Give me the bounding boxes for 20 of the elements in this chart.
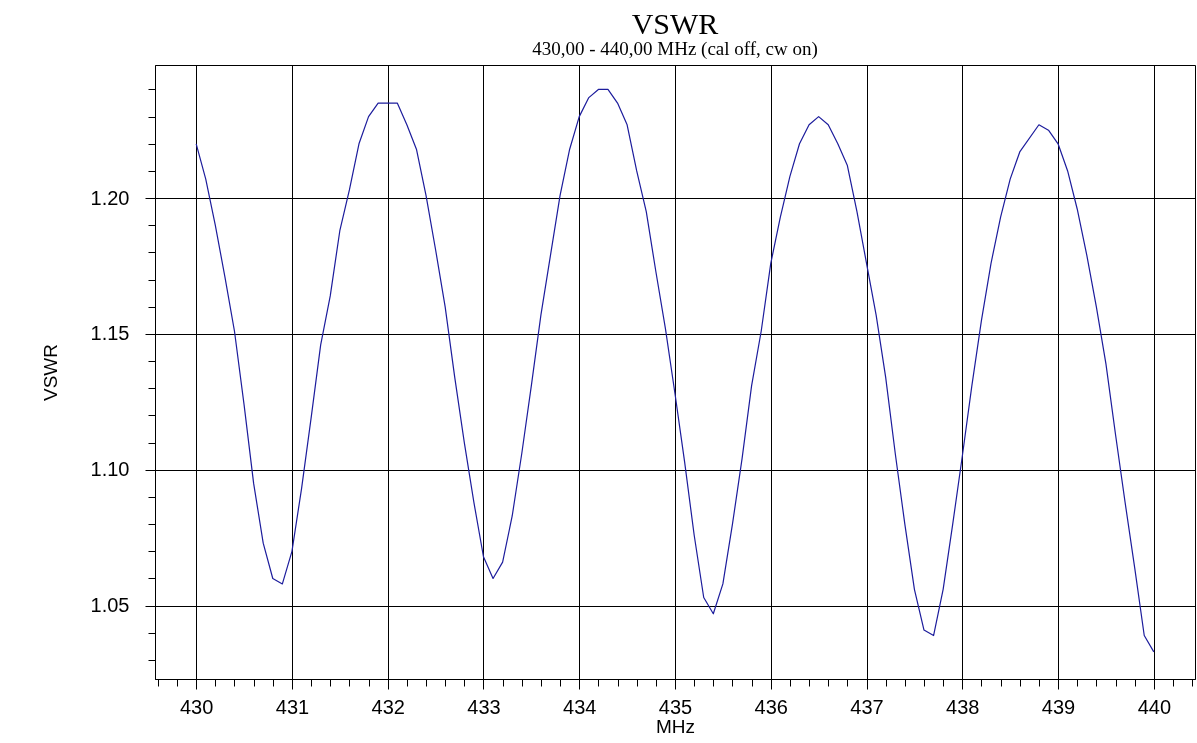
x-tick-label: 437 [850,695,884,718]
x-tick-label: 440 [1137,695,1172,718]
x-tick-label: 433 [467,695,501,718]
x-tick-label: 436 [754,695,788,718]
y-tick-label: 1.10 [90,458,130,481]
x-tick-label: 439 [1041,695,1076,718]
y-tick-label: 1.05 [90,594,130,617]
x-tick-label: 435 [658,695,693,718]
x-tick-label: 430 [179,695,214,718]
chart-subtitle: 430,00 - 440,00 MHz (cal off, cw on) [532,38,818,60]
y-tick-label: 1.20 [90,186,130,209]
x-tick-label: 434 [563,695,597,718]
x-tick-label: 431 [275,695,310,718]
x-tick-label: 438 [946,695,980,718]
x-tick-label: 432 [371,695,405,718]
y-tick-label: 1.15 [90,322,130,345]
x-axis-title: MHz [655,715,696,737]
chart-title: VSWR [631,7,719,40]
y-axis-title: VSWR [39,344,61,401]
line-series [195,88,1155,653]
